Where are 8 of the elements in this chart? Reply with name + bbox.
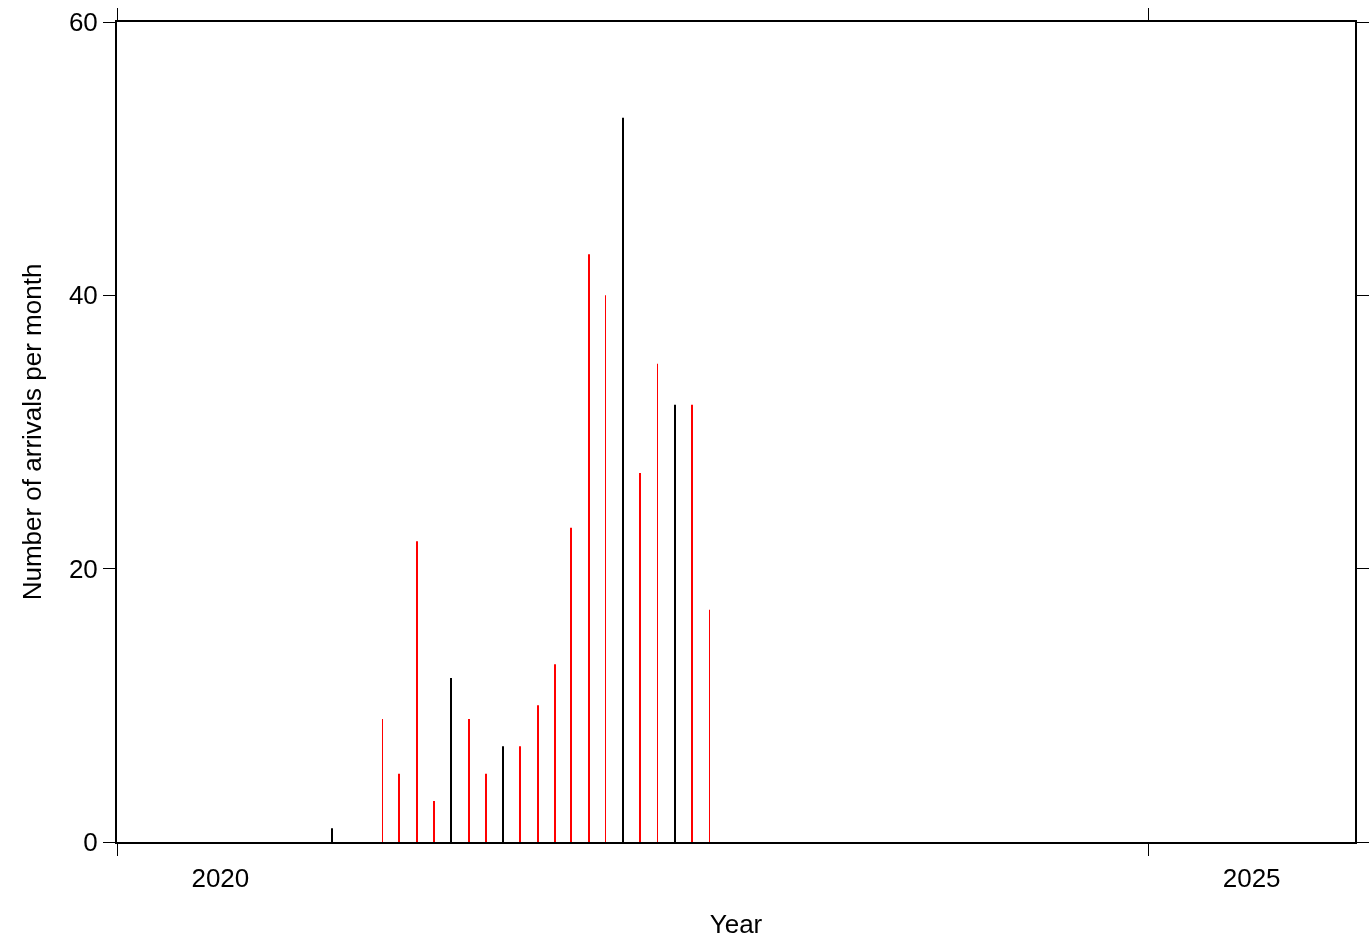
x-tick-label: 2020 bbox=[191, 863, 250, 893]
y-tick-label: 0 bbox=[83, 827, 98, 858]
x-tick-label: 2025 bbox=[1222, 863, 1281, 893]
y-tick-label: 40 bbox=[68, 280, 98, 311]
x-axis-title: Year bbox=[709, 909, 763, 940]
y-axis-title: Number of arrivals per month bbox=[16, 263, 47, 601]
y-tick-label: 60 bbox=[68, 7, 98, 38]
y-tick-label: 20 bbox=[68, 553, 98, 584]
